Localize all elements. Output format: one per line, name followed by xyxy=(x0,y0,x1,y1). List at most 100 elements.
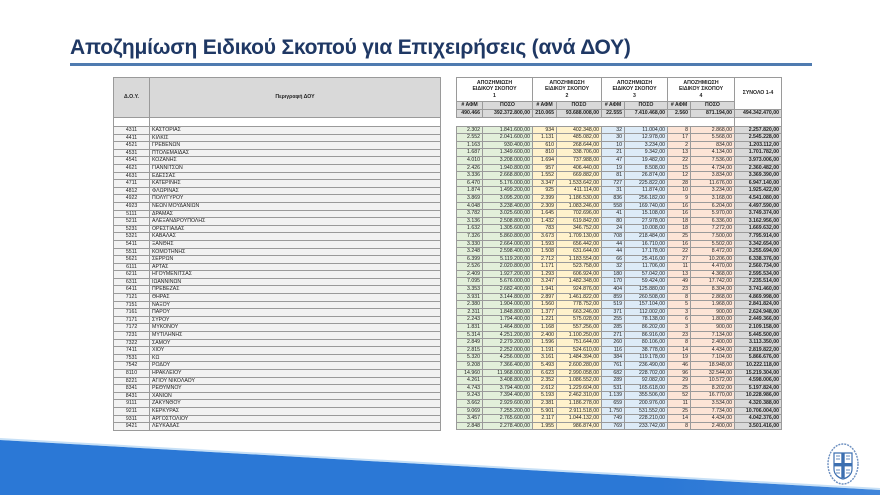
poso-3-cell: 169.740,00 xyxy=(624,201,668,211)
dou-code: 4922 xyxy=(113,194,150,203)
afm-3-cell: 19 xyxy=(601,163,625,173)
afm-4-cell: 13 xyxy=(667,269,691,279)
afm-1-cell: 2.311 xyxy=(456,307,483,317)
dou-code: 5621 xyxy=(113,255,150,264)
poso-3-cell: 228.210,00 xyxy=(624,414,668,423)
row-sum-cell: 3.255.694,00 xyxy=(734,247,782,256)
afm-2-cell: 2.117 xyxy=(532,414,557,423)
dou-name: ΛΕΥΚΑΔΑΣ xyxy=(149,422,441,431)
amount-row: 2.849 2.279.200,00 1.596 751.644,00 260 80.10… xyxy=(456,338,782,347)
poso-1-cell: 4.256.000,00 xyxy=(482,353,533,362)
amount-row: 2.815 2.252.000,00 1.191 524.610,00 116 38.77… xyxy=(456,345,782,355)
afm-2-cell: 783 xyxy=(532,224,557,233)
left-header-row: Δ.Ο.Υ. Περιγραφή ΔΟΥ xyxy=(113,77,441,118)
poso-4-cell: 2.400,00 xyxy=(690,338,735,347)
dou-code: 7161 xyxy=(113,308,150,317)
poso-4-cell: 1.968,00 xyxy=(690,300,735,309)
afm-2-cell: 2.399 xyxy=(532,193,557,203)
dou-code: 7231 xyxy=(113,331,150,340)
poso-3-cell: 8.508,00 xyxy=(624,163,668,173)
dou-row: 8110 ΗΡΑΚΛΕΙΟΥ xyxy=(113,369,441,378)
poso-2-cell: 1.461.822,00 xyxy=(556,292,602,302)
afm-2-cell: 3.161 xyxy=(532,353,557,362)
afm-2-cell: 1.377 xyxy=(532,307,557,317)
dou-code: 4711 xyxy=(113,179,150,188)
amount-row: 3.869 3.095.200,00 2.399 1.186.530,00 836 256… xyxy=(456,193,782,203)
afm-4-cell: 16 xyxy=(667,209,691,218)
amount-row: 3.136 2.508.800,00 1.432 619.842,00 80 27.978… xyxy=(456,216,782,226)
amount-row: 6.470 5.176.000,00 3.347 1.533.642,00 727 225… xyxy=(456,178,782,188)
row-sum-cell: 1.669.632,00 xyxy=(734,224,782,233)
dou-row: 7542 ΡΟΔΟΥ xyxy=(113,361,441,370)
dou-row: 9311 ΑΡΓΟΣΤΟΛΙΟΥ xyxy=(113,414,441,424)
afm-2-cell: 1.955 xyxy=(532,421,557,431)
dou-code: 9111 xyxy=(113,399,150,408)
dou-name: ΠΤΟΛΕΜΑΙΔΑΣ xyxy=(149,148,441,158)
group-2-number: 2 xyxy=(565,92,569,99)
dou-name: ΚΩ xyxy=(149,353,441,363)
poso-1-cell: 11.968.000,00 xyxy=(482,368,533,378)
dou-row: 4922 ΠΟΛΥΓΥΡΟΥ xyxy=(113,194,441,203)
poso-2-cell: 485.082,00 xyxy=(556,133,602,142)
dou-code: 4531 xyxy=(113,148,150,158)
afm-4-cell: 6 xyxy=(667,315,691,325)
dou-row: 6111 ΑΡΤΑΣ xyxy=(113,262,441,272)
poso-4-cell: 32.544,00 xyxy=(690,368,735,378)
afm-3-cell: 47 xyxy=(601,155,625,165)
poso-3-cell: 38.778,00 xyxy=(624,345,668,355)
row-sum-cell: 3.162.956,00 xyxy=(734,216,782,226)
poso-2-cell: 1.533.642,00 xyxy=(556,178,602,188)
afm-1-cell: 2.243 xyxy=(456,315,483,325)
afm-4-cell: 2 xyxy=(667,140,691,150)
poso-4-cell: 3.534,00 xyxy=(690,398,735,408)
dou-row: 5511 ΚΟΜΟΤΗΝΗΣ xyxy=(113,247,441,257)
afm-1-cell: 9.208 xyxy=(456,361,483,370)
dou-name: ΗΡΑΚΛΕΙΟΥ xyxy=(149,369,441,378)
amount-row: 2.380 1.904.000,00 1.560 778.752,00 519 157.1… xyxy=(456,300,782,309)
poso-4-cell: 4.134,00 xyxy=(690,148,735,157)
total-afm-2: 210.065 xyxy=(532,108,557,118)
dou-code: 7172 xyxy=(113,323,150,333)
afm-4-cell: 16 xyxy=(667,239,691,249)
afm-1-cell: 3.136 xyxy=(456,216,483,226)
dou-code: 4923 xyxy=(113,201,150,211)
title-underline xyxy=(70,63,812,66)
poso-4-cell: 3.834,00 xyxy=(690,171,735,180)
poso-3-cell: 225.822,00 xyxy=(624,178,668,188)
group-1-number: 1 xyxy=(493,92,496,99)
afm-4-cell: 8 xyxy=(667,421,691,431)
row-sum-cell: 4.320.388,00 xyxy=(734,398,782,408)
dou-code: 7322 xyxy=(113,338,150,348)
poso-2-cell: 411.114,00 xyxy=(556,186,602,195)
amount-row: 9.208 7.366.400,00 5.493 2.600.280,00 761 236… xyxy=(456,361,782,370)
afm-1-cell: 7.326 xyxy=(456,231,483,241)
afm-2-cell: 1.645 xyxy=(532,209,557,218)
afm-3-cell: 859 xyxy=(601,292,625,302)
poso-4-cell: 10.206,00 xyxy=(690,254,735,264)
poso-2-cell: 737.988,00 xyxy=(556,155,602,165)
row-sum-cell: 3.369.390,00 xyxy=(734,171,782,180)
dou-row: 7531 ΚΩ xyxy=(113,353,441,363)
total-afm-3: 22.555 xyxy=(601,108,625,118)
poso-2-cell: 1.229.604,00 xyxy=(556,383,602,393)
dou-code-header: Δ.Ο.Υ. xyxy=(113,77,150,118)
poso-2-cell: 631.644,00 xyxy=(556,247,602,256)
afm-3-header: # ΑΦΜ xyxy=(601,101,625,110)
dou-row: 5111 ΔΡΑΜΑΣ xyxy=(113,209,441,219)
dou-row: 7322 ΣΑΜΟΥ xyxy=(113,338,441,348)
poso-1-cell: 2.598.400,00 xyxy=(482,247,533,256)
poso-4-cell: 16.770,00 xyxy=(690,391,735,400)
dou-name: ΚΙΛΚΙΣ xyxy=(149,133,441,143)
dou-row: 4621 ΓΙΑΝΝΙΤΣΩΝ xyxy=(113,163,441,173)
dou-row: 4631 ΕΔΕΣΣΑΣ xyxy=(113,171,441,181)
afm-1-cell: 1.632 xyxy=(456,224,483,233)
afm-4-cell: 18 xyxy=(667,216,691,226)
poso-4-cell: 3.234,00 xyxy=(690,186,735,195)
dou-row: 5321 ΚΑΒΑΛΑΣ xyxy=(113,232,441,241)
totals-row: 490.466 392.372.800,00 210.065 93.688.00… xyxy=(456,108,782,118)
row-sum-cell: 2.560.734,00 xyxy=(734,262,782,271)
poso-3-cell: 15.108,00 xyxy=(624,209,668,218)
poso-4-cell: 18.948,00 xyxy=(690,361,735,370)
dou-code: 9421 xyxy=(113,422,150,431)
afm-2-cell: 610 xyxy=(532,140,557,150)
